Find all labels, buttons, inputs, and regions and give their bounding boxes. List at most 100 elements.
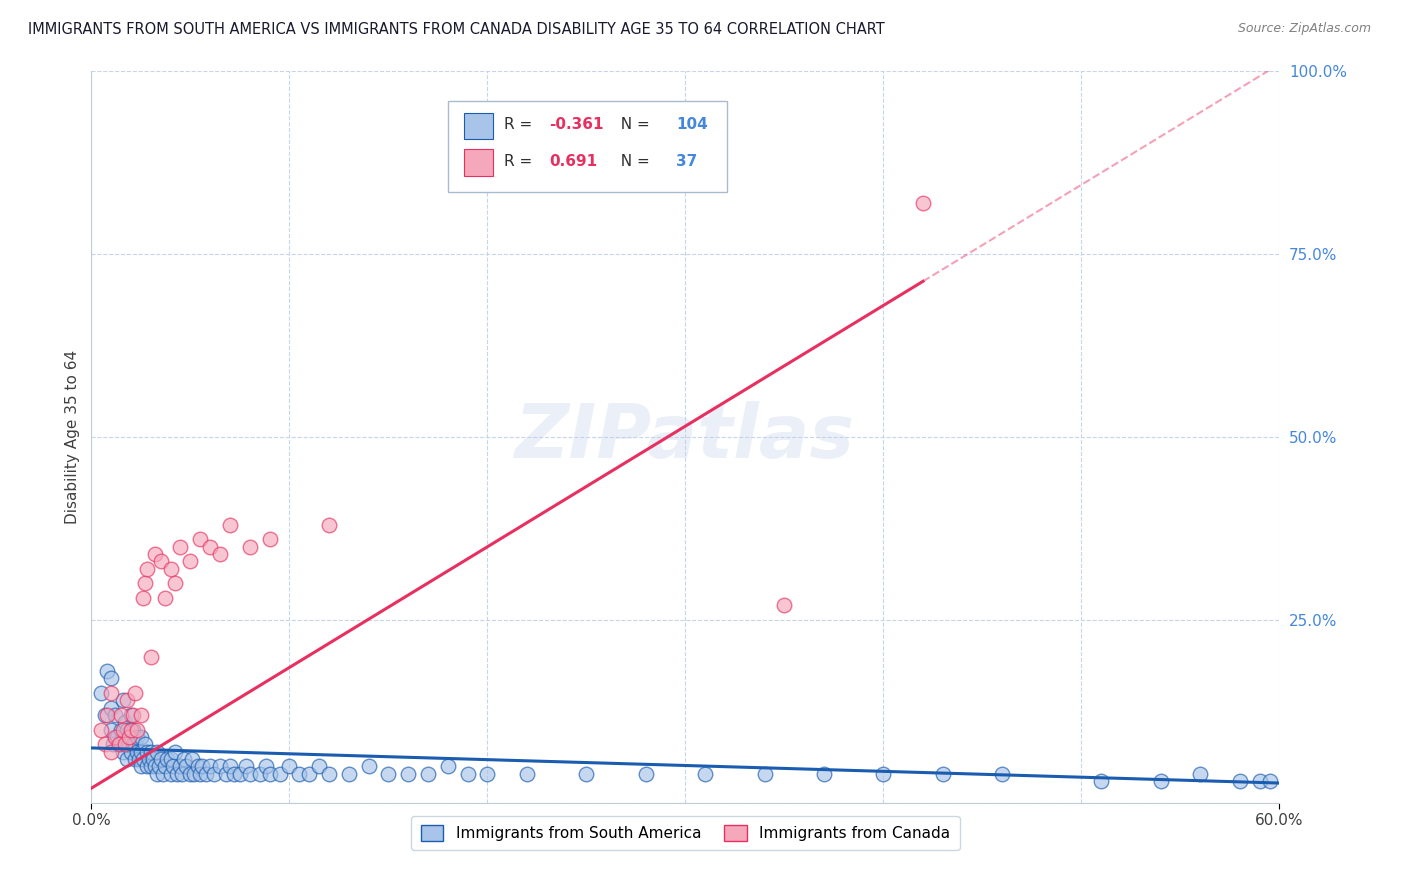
Point [114,737,136,751]
Point [90,686,112,700]
Point [114,715,136,730]
Point [209,547,232,561]
FancyBboxPatch shape [464,113,494,139]
Point [200,540,222,554]
Point [298,766,321,780]
Point [149,752,172,766]
Point [100,672,122,686]
Point [357,759,380,773]
Point [219,517,242,532]
Point [124,737,146,751]
Point [122,723,145,737]
Legend: Immigrants from South America, Immigrants from Canada: Immigrants from South America, Immigrant… [412,815,959,850]
Point [129,745,152,759]
Point [124,686,146,700]
Point [129,708,152,723]
Point [183,766,205,780]
Point [112,693,135,707]
Text: -0.361: -0.361 [548,117,603,132]
Point [135,562,157,576]
Point [115,693,138,707]
Point [436,759,458,773]
Text: 104: 104 [676,117,707,132]
Point [125,723,148,737]
Point [695,766,717,780]
Point [318,517,340,532]
Point [259,766,281,780]
Point [94,708,117,723]
Point [120,730,142,744]
Point [94,737,117,751]
Point [249,766,271,780]
Text: 0.691: 0.691 [548,153,598,169]
Point [269,766,291,780]
Point [179,554,201,568]
Text: Source: ZipAtlas.com: Source: ZipAtlas.com [1237,22,1371,36]
Point [457,766,479,780]
Point [135,759,157,773]
Point [125,730,148,744]
FancyBboxPatch shape [447,101,727,192]
Point [100,745,122,759]
Point [169,540,191,554]
Point [1258,773,1281,788]
Point [396,766,419,780]
Point [200,759,222,773]
Point [209,759,232,773]
Point [153,759,176,773]
Point [139,649,162,664]
Point [911,196,934,211]
Point [163,576,186,591]
Point [179,766,201,780]
Point [100,686,122,700]
Point [477,766,499,780]
Point [118,737,141,751]
Point [112,745,135,759]
Point [143,547,166,561]
FancyBboxPatch shape [464,150,494,176]
Text: N =: N = [610,117,654,132]
Point [176,759,198,773]
Point [112,723,135,737]
Point [118,730,141,744]
Point [416,766,439,780]
Point [516,766,538,780]
Point [1150,773,1173,788]
Point [202,766,225,780]
Point [188,766,211,780]
Point [134,737,156,751]
Point [254,759,277,773]
Point [634,766,657,780]
Point [872,766,894,780]
Point [142,752,165,766]
Point [132,591,155,605]
Point [932,766,955,780]
Text: R =: R = [503,117,537,132]
Point [139,745,162,759]
Point [108,737,131,751]
Point [132,752,155,766]
Point [120,708,142,723]
Point [187,759,209,773]
Point [813,766,835,780]
Point [114,730,136,744]
Point [110,708,132,723]
Point [1189,766,1212,780]
Point [115,752,138,766]
Point [239,766,262,780]
Text: N =: N = [610,153,654,169]
Text: 37: 37 [676,153,697,169]
Point [149,554,172,568]
Point [229,766,252,780]
Point [172,766,194,780]
Point [128,752,150,766]
Point [163,745,186,759]
Point [215,766,238,780]
Point [100,723,122,737]
Point [159,752,181,766]
Point [124,752,146,766]
Point [188,533,211,547]
Point [145,745,167,759]
Point [166,766,188,780]
Point [101,737,124,751]
